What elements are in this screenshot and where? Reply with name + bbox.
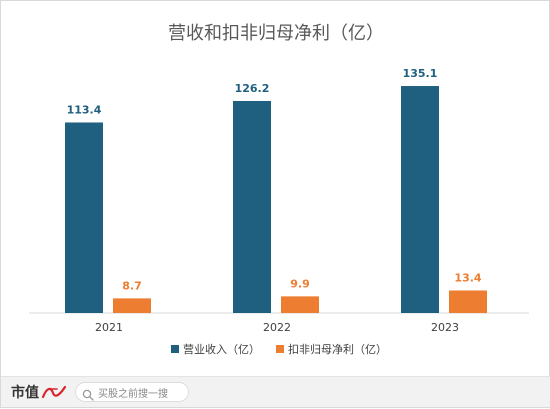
bar-net-profit-2023 (449, 290, 487, 313)
x-tick-2023: 2023 (431, 321, 459, 334)
brand-name: 市值 (11, 385, 39, 401)
data-label-revenue-2021: 113.4 (67, 103, 102, 116)
bar-revenue-2022 (233, 100, 271, 313)
data-label-net-profit-2023: 13.4 (454, 271, 481, 284)
bar-net-profit-2021 (113, 298, 151, 313)
legend: 营业收入（亿） 扣非归母净利（亿） (171, 342, 387, 356)
chart-title: 营收和扣非归母净利（亿） (168, 23, 384, 44)
data-label-revenue-2023: 135.1 (403, 67, 438, 80)
data-label-net-profit-2021: 8.7 (122, 279, 142, 292)
bar-revenue-2023 (401, 86, 439, 313)
data-label-net-profit-2022: 9.9 (290, 277, 310, 290)
x-tick-2021: 2021 (95, 321, 123, 334)
legend-swatch-revenue (171, 345, 179, 353)
bar-revenue-2021 (65, 122, 103, 313)
x-tick-labels: 2021 2022 2023 (95, 321, 459, 334)
legend-label-revenue: 营业收入（亿） (183, 342, 260, 356)
search-icon (82, 386, 94, 401)
brand-mark-icon (41, 384, 67, 400)
data-label-revenue-2022: 126.2 (235, 82, 270, 95)
bar-net-profit-2022 (281, 296, 319, 313)
legend-label-net-profit: 扣非归母净利（亿） (288, 342, 387, 356)
footer-bar: 市值 买股之前搜一搜 (1, 376, 550, 407)
search-input[interactable]: 买股之前搜一搜 (75, 382, 189, 402)
legend-swatch-net-profit (276, 345, 284, 353)
brand-logo[interactable]: 市值 (11, 382, 67, 402)
search-placeholder: 买股之前搜一搜 (98, 388, 168, 400)
bars-group: 113.4 8.7 126.2 9.9 135.1 13.4 (65, 67, 487, 313)
x-tick-2022: 2022 (263, 321, 291, 334)
